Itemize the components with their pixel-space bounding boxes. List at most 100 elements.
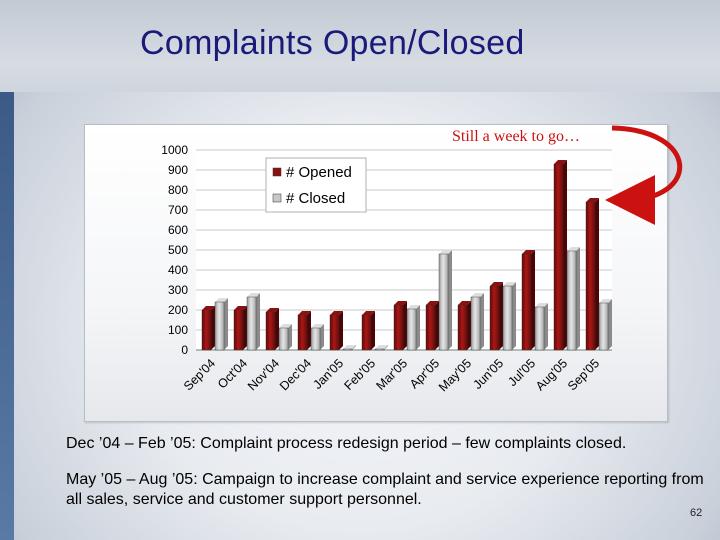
- y-tick-label: 200: [168, 303, 188, 317]
- x-tick-label: Nov'04: [245, 356, 282, 393]
- bar-side: [320, 324, 324, 350]
- left-accent-strip: [0, 92, 14, 540]
- page-number: 62: [690, 507, 703, 519]
- bar-closed: [438, 253, 449, 351]
- x-tick-label: May'05: [436, 356, 474, 394]
- bar-top: [394, 301, 407, 305]
- bar-closed: [342, 348, 353, 351]
- bar-top: [407, 305, 420, 309]
- bar-side: [608, 299, 612, 350]
- bar-closed: [406, 308, 417, 351]
- y-tick-label: 700: [168, 203, 188, 217]
- bar-side: [448, 250, 452, 350]
- bar-top: [586, 198, 599, 202]
- bar-side: [512, 282, 516, 350]
- bar-side: [339, 311, 343, 350]
- bar-top: [522, 250, 535, 254]
- bar-closed: [374, 348, 385, 351]
- bar-opened: [201, 309, 212, 351]
- x-tick-label: Feb'05: [341, 356, 378, 393]
- bar-closed: [470, 296, 481, 351]
- bar-opened: [585, 201, 596, 351]
- bar-side: [499, 282, 503, 350]
- bar-side: [480, 293, 484, 350]
- bar-top: [503, 282, 516, 286]
- x-tick-label: Dec'04: [277, 356, 314, 393]
- bar-closed: [534, 306, 545, 351]
- bar-top: [311, 324, 324, 328]
- note-redesign: Dec ’04 – Feb ’05: Complaint process red…: [66, 435, 627, 452]
- bar-side: [275, 308, 279, 350]
- bar-top: [490, 282, 503, 286]
- y-tick-label: 400: [168, 263, 188, 277]
- x-tick-label: Aug'05: [533, 356, 570, 393]
- bar-side: [352, 345, 356, 350]
- legend-label-closed: # Closed: [286, 190, 345, 207]
- x-tick-label: Jan'05: [310, 356, 346, 392]
- bar-side: [307, 311, 311, 350]
- bar-top: [458, 301, 471, 305]
- bar-top: [330, 311, 343, 315]
- bar-opened: [297, 314, 308, 351]
- y-tick-label: 800: [168, 183, 188, 197]
- bar-side: [288, 324, 292, 350]
- bar-side: [595, 198, 599, 350]
- bar-opened: [425, 304, 436, 351]
- bar-opened: [521, 253, 532, 351]
- bar-side: [531, 250, 535, 350]
- bar-side: [467, 301, 471, 350]
- bar-top: [215, 298, 228, 302]
- legend-swatch-opened: [272, 167, 282, 177]
- slide-title: Complaints Open/Closed: [140, 24, 525, 62]
- bar-top: [343, 345, 356, 349]
- legend-swatch-closed: [272, 193, 282, 203]
- bar-top: [279, 324, 292, 328]
- bar-top: [599, 299, 612, 303]
- bar-top: [298, 311, 311, 315]
- bar-top: [266, 308, 279, 312]
- bar-top: [567, 247, 580, 251]
- bar-top: [362, 311, 375, 315]
- bar-side: [544, 303, 548, 350]
- bar-side: [576, 247, 580, 350]
- x-tick-label: Sep'05: [565, 356, 602, 393]
- legend-label-opened: # Opened: [286, 164, 352, 181]
- y-tick-label: 600: [168, 223, 188, 237]
- annotation-text: Still a week to go…: [452, 128, 580, 145]
- bar-closed: [214, 301, 225, 351]
- bar-top: [535, 303, 548, 307]
- bar-side: [243, 306, 247, 350]
- y-tick-label: 1000: [161, 143, 188, 157]
- x-tick-label: Oct'04: [215, 356, 250, 391]
- title-band: [0, 0, 720, 92]
- bar-top: [554, 160, 567, 164]
- x-tick-label: Mar'05: [373, 356, 410, 393]
- bar-closed: [566, 250, 577, 351]
- bar-opened: [457, 304, 468, 351]
- annotation-arrow: [605, 125, 683, 225]
- bar-top: [234, 306, 247, 310]
- bar-opened: [489, 285, 500, 351]
- bar-side: [563, 160, 567, 350]
- bar-side: [435, 301, 439, 350]
- y-tick-label: 300: [168, 283, 188, 297]
- note-campaign: May ’05 – Aug ’05: Campaign to increase …: [66, 471, 704, 508]
- bar-closed: [278, 327, 289, 351]
- bar-closed: [246, 296, 257, 351]
- bar-top: [375, 345, 388, 349]
- y-tick-label: 900: [168, 163, 188, 177]
- bar-opened: [329, 314, 340, 351]
- bar-top: [471, 293, 484, 297]
- y-tick-label: 0: [181, 343, 188, 357]
- bar-opened: [361, 314, 372, 351]
- bar-top: [247, 293, 260, 297]
- bar-top: [202, 306, 215, 310]
- bar-side: [256, 293, 260, 350]
- bar-side: [211, 306, 215, 350]
- bar-opened: [265, 311, 276, 351]
- x-tick-label: Sep'04: [181, 356, 218, 393]
- bar-closed: [502, 285, 513, 351]
- y-tick-label: 100: [168, 323, 188, 337]
- bar-top: [439, 250, 452, 254]
